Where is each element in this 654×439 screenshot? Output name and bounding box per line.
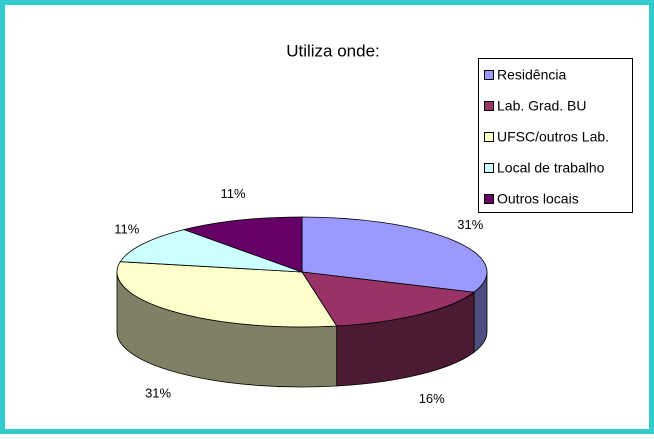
pie-slice [301, 271, 476, 327]
chart-title: Utiliza onde: [286, 41, 380, 60]
pie-slice [182, 216, 303, 273]
pie-slice [119, 229, 303, 273]
data-label: 11% [114, 221, 139, 236]
data-label: 16% [419, 391, 445, 406]
data-label: 31% [145, 386, 171, 401]
legend-label: Outros locais [497, 191, 579, 207]
legend-box [478, 58, 633, 213]
legend-label: Local de trabalho [497, 160, 605, 176]
legend-label: UFSC/outros Lab. [497, 129, 609, 145]
legend-label: Lab. Grad. BU [497, 98, 587, 114]
legend-label: Residência [497, 67, 566, 83]
data-label: 31% [457, 217, 483, 232]
pie-slice [116, 261, 338, 328]
pie-slice [301, 216, 488, 293]
legend-swatch [484, 194, 494, 204]
legend-swatch [484, 163, 494, 173]
legend-swatch [484, 70, 494, 80]
data-label: 11% [221, 186, 246, 201]
legend-swatch [484, 101, 494, 111]
legend-swatch [484, 132, 494, 142]
